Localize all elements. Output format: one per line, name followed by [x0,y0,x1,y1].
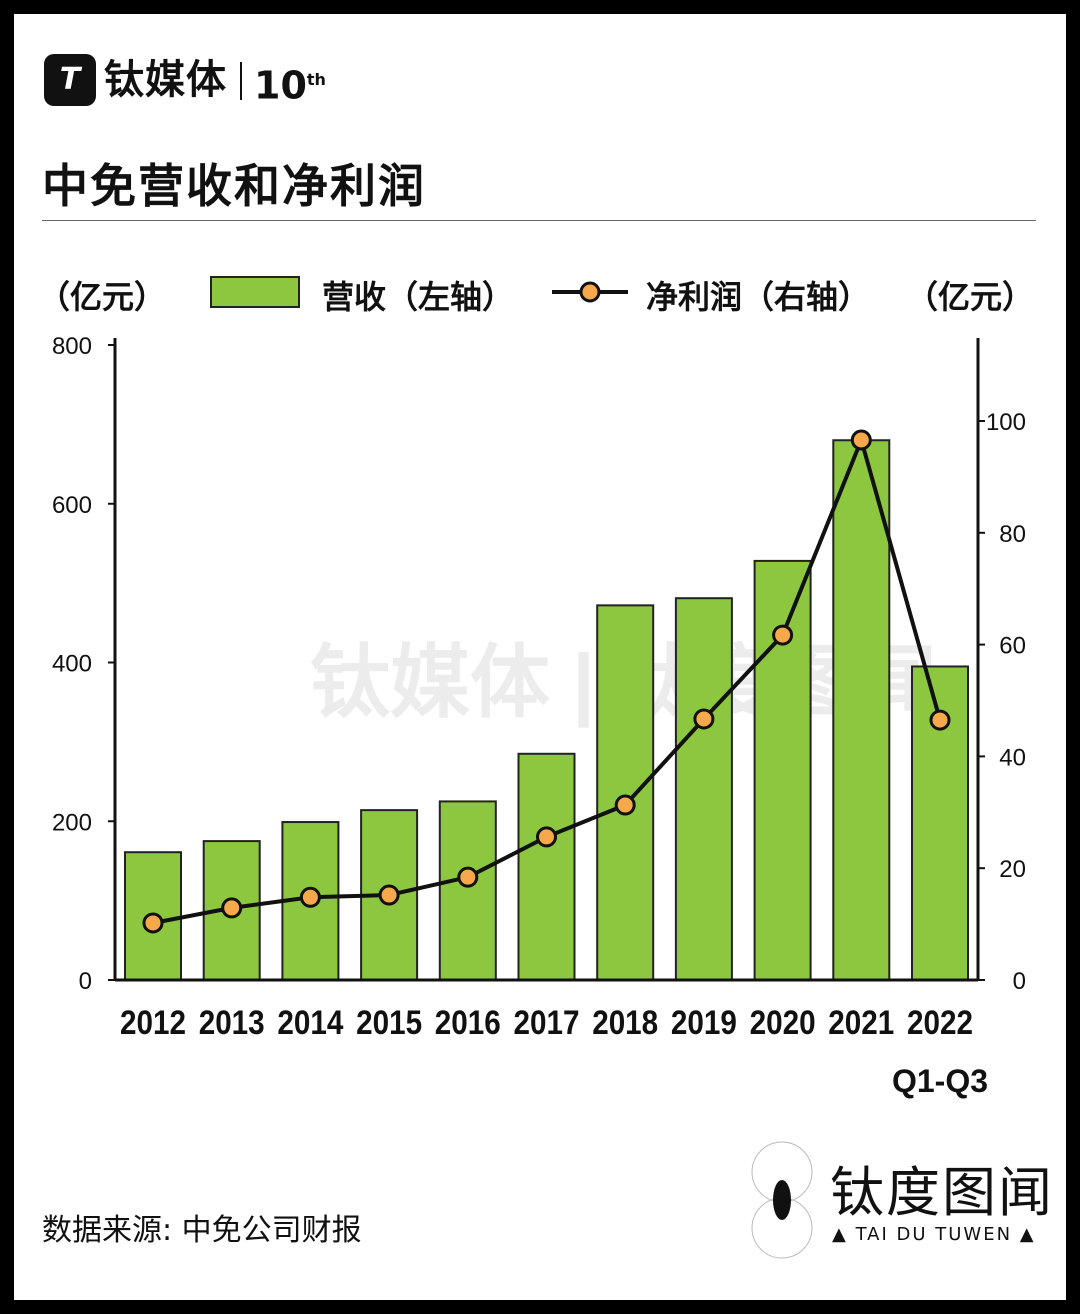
x-tick-label: 2015 [356,1004,422,1042]
x-tick-label: 2019 [671,1004,737,1042]
legend-profit-marker-icon [552,281,628,303]
x-tick-label: 2018 [592,1004,658,1042]
x-tick-label: 2013 [199,1004,265,1042]
footer-brand-en: ▲ TAI DU TUWEN ▲ [832,1224,1036,1245]
left-tick-label: 0 [79,968,92,995]
right-tick-label: 20 [999,856,1026,883]
revenue-bar [517,752,576,981]
net-profit-point [693,708,715,730]
tdtw-eye-logo-icon [751,1141,813,1259]
right-tick-label: 80 [999,521,1026,548]
chart-card [14,14,1066,1300]
left-tick-label: 600 [52,492,92,519]
net-profit-point [221,897,243,919]
net-profit-point [536,826,557,848]
x-tick-label: 2022 [907,1004,973,1042]
right-tick-label: 60 [999,633,1026,660]
left-tick-label: 800 [52,333,92,360]
anniversary-badge: 10th [254,54,326,112]
right-tick-label: 40 [999,744,1026,771]
net-profit-point [299,886,321,908]
x-tick-label: 2012 [120,1004,186,1042]
x-tick-label: 2014 [277,1004,343,1042]
x-tick-label: 2017 [514,1004,580,1042]
anniversary-suffix: th [306,70,326,89]
left-tick-label: 400 [52,651,92,678]
legend-profit-label: 净利润（右轴） [646,278,871,316]
net-profit-point [614,794,636,816]
legend-revenue-swatch [210,276,300,308]
revenue-bar [596,604,655,981]
brand-logo-icon: T [44,54,96,106]
left-axis-unit: （亿元） [38,278,167,316]
left-tick-label: 200 [52,809,92,836]
net-profit-point [772,624,794,646]
x-tick-label: 2016 [435,1004,501,1042]
brand-divider [240,62,242,100]
data-source: 数据来源: 中免公司财报 [42,1213,362,1248]
revenue-bar [753,559,812,982]
legend-revenue-label: 营收（左轴） [322,278,515,316]
x-tick-sublabel: Q1-Q3 [892,1063,988,1099]
anniversary-number: 10 [254,63,307,108]
net-profit-point [457,866,479,888]
chart-title: 中免营收和净利润 [42,159,426,213]
revenue-bar [438,800,497,981]
net-profit-point [378,884,400,906]
right-tick-label: 0 [1013,968,1026,995]
net-profit-point [929,709,951,731]
brand-name: 钛媒体 [104,57,227,103]
revenue-bar [832,439,891,981]
wechat-watermark: 钛媒体 [930,1256,1002,1284]
net-profit-point [142,912,164,934]
net-profit-point [850,429,872,451]
revenue-bar [674,597,733,981]
footer-brand-cn: 钛度图闻 [830,1161,1054,1224]
right-axis-unit: （亿元） [906,278,1035,316]
title-divider [42,220,1036,221]
right-tick-label: 100 [986,409,1026,436]
x-tick-label: 2020 [750,1004,816,1042]
x-tick-label: 2021 [828,1004,894,1042]
